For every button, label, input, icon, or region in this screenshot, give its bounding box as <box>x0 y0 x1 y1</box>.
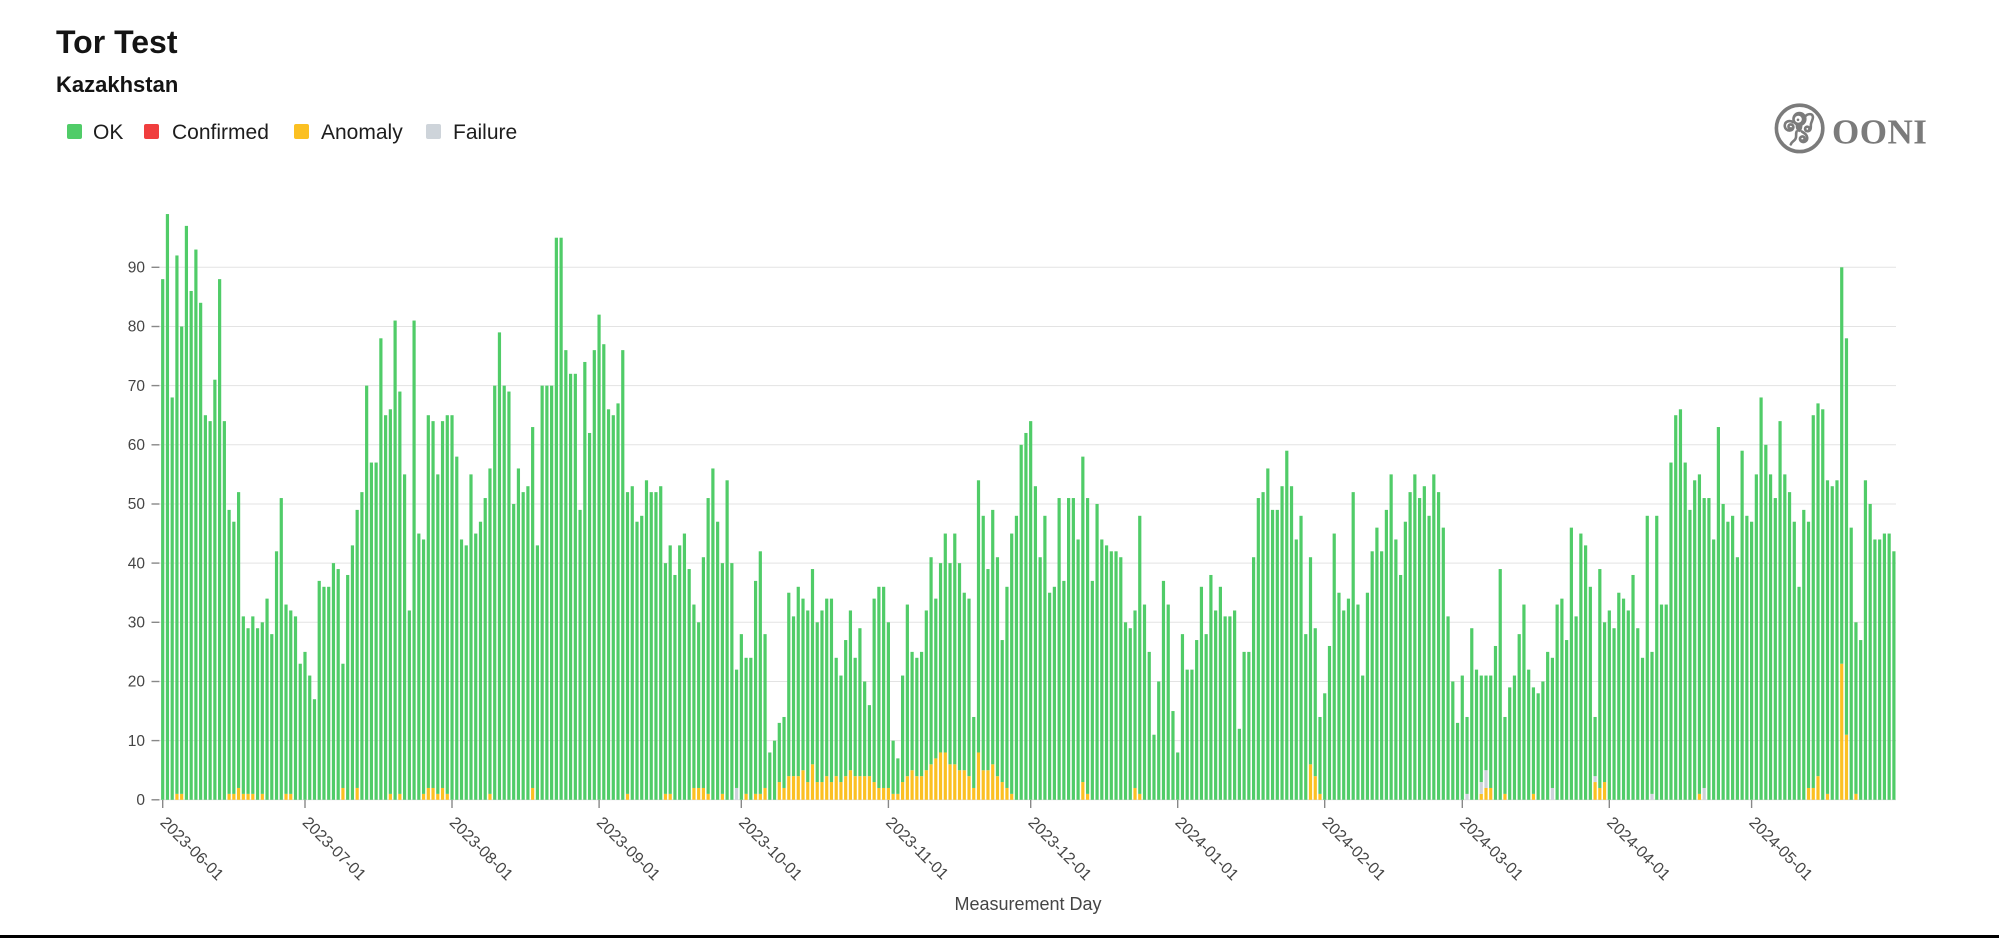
svg-text:2023-08-01: 2023-08-01 <box>446 814 516 884</box>
svg-text:2023-10-01: 2023-10-01 <box>735 814 805 884</box>
svg-text:2024-01-01: 2024-01-01 <box>1172 814 1242 884</box>
svg-text:40: 40 <box>128 555 146 572</box>
svg-text:2023-12-01: 2023-12-01 <box>1025 814 1095 884</box>
svg-text:10: 10 <box>128 733 146 750</box>
svg-text:30: 30 <box>128 615 146 632</box>
svg-text:OONI: OONI <box>1832 113 1927 152</box>
svg-text:90: 90 <box>128 260 146 277</box>
svg-text:2024-02-01: 2024-02-01 <box>1319 814 1389 884</box>
svg-text:2023-07-01: 2023-07-01 <box>299 814 369 884</box>
svg-text:70: 70 <box>128 378 146 395</box>
svg-text:2023-11-01: 2023-11-01 <box>882 814 951 883</box>
svg-text:20: 20 <box>128 674 146 691</box>
svg-text:Measurement Day: Measurement Day <box>954 894 1101 914</box>
svg-text:80: 80 <box>128 319 146 336</box>
svg-text:2024-04-01: 2024-04-01 <box>1603 814 1673 884</box>
svg-text:2023-06-01: 2023-06-01 <box>157 814 227 884</box>
svg-text:0: 0 <box>136 792 145 809</box>
svg-text:2024-03-01: 2024-03-01 <box>1456 814 1526 884</box>
svg-text:2023-09-01: 2023-09-01 <box>593 814 663 884</box>
svg-text:2024-05-01: 2024-05-01 <box>1745 814 1815 884</box>
svg-text:60: 60 <box>128 437 146 454</box>
svg-text:50: 50 <box>128 496 146 513</box>
